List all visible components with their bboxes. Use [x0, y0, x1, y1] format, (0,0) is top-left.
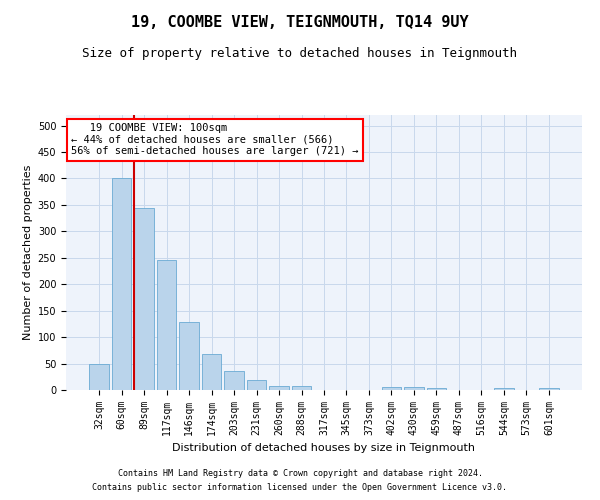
Bar [494, 388, 514, 390]
X-axis label: Distribution of detached houses by size in Teignmouth: Distribution of detached houses by size … [173, 444, 476, 454]
Bar [247, 380, 266, 390]
Text: 19, COOMBE VIEW, TEIGNMOUTH, TQ14 9UY: 19, COOMBE VIEW, TEIGNMOUTH, TQ14 9UY [131, 15, 469, 30]
Bar [427, 388, 446, 390]
Bar [224, 372, 244, 390]
Bar [382, 388, 401, 390]
Bar [157, 260, 176, 390]
Y-axis label: Number of detached properties: Number of detached properties [23, 165, 34, 340]
Bar [539, 388, 559, 390]
Bar [134, 208, 154, 390]
Bar [179, 322, 199, 390]
Text: 19 COOMBE VIEW: 100sqm
← 44% of detached houses are smaller (566)
56% of semi-de: 19 COOMBE VIEW: 100sqm ← 44% of detached… [71, 123, 359, 156]
Bar [292, 386, 311, 390]
Bar [202, 354, 221, 390]
Bar [404, 388, 424, 390]
Text: Size of property relative to detached houses in Teignmouth: Size of property relative to detached ho… [83, 48, 517, 60]
Text: Contains HM Land Registry data © Crown copyright and database right 2024.: Contains HM Land Registry data © Crown c… [118, 468, 482, 477]
Bar [112, 178, 131, 390]
Bar [269, 386, 289, 390]
Text: Contains public sector information licensed under the Open Government Licence v3: Contains public sector information licen… [92, 484, 508, 492]
Bar [89, 364, 109, 390]
